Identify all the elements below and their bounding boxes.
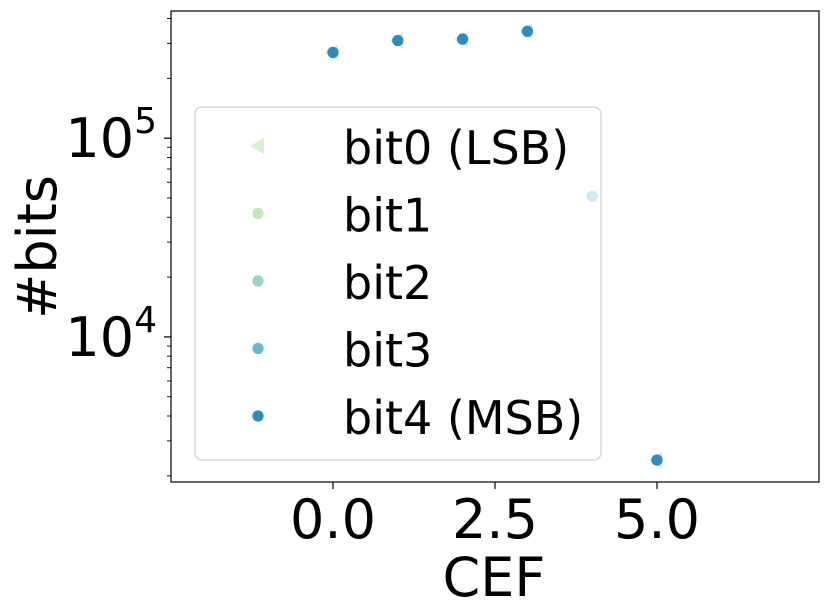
bit4-msb-point bbox=[457, 33, 469, 45]
y-tick-label: 105 bbox=[65, 101, 157, 170]
bit4-msb-point bbox=[392, 34, 404, 47]
bit4-msb-point bbox=[521, 25, 534, 37]
legend-label-bit3: bit3 bbox=[343, 324, 432, 378]
x-tick-label: 2.5 bbox=[452, 488, 538, 551]
x-axis-label: CEF bbox=[443, 546, 546, 609]
legend-box bbox=[194, 106, 602, 461]
legend-label-bit1: bit1 bbox=[343, 189, 432, 243]
legend: bit0 (LSB) bit1 bit2 bit3 bit4 (MSB) bbox=[194, 106, 602, 461]
axes: 0.0 2.5 5.0 104 105 bbox=[65, 10, 820, 551]
legend-marker-bit3 bbox=[252, 342, 264, 355]
legend-marker-bit0-lsb bbox=[250, 138, 264, 154]
legend-label-bit2: bit2 bbox=[343, 256, 432, 310]
y-axis-label: #bits bbox=[6, 175, 69, 319]
legend-marker-bit4-msb bbox=[252, 410, 264, 422]
x-tick-label: 5.0 bbox=[614, 488, 700, 551]
bit4-msb-point bbox=[651, 454, 663, 466]
legend-label-bit4-msb: bit4 (MSB) bbox=[343, 391, 583, 445]
legend-label-bit0-lsb: bit0 (LSB) bbox=[343, 121, 569, 175]
x-tick-label: 0.0 bbox=[290, 488, 376, 551]
legend-marker-bit1 bbox=[252, 207, 264, 220]
y-tick-label: 104 bbox=[65, 300, 157, 369]
legend-marker-bit2 bbox=[252, 275, 264, 287]
bit4-msb-point bbox=[327, 46, 339, 59]
